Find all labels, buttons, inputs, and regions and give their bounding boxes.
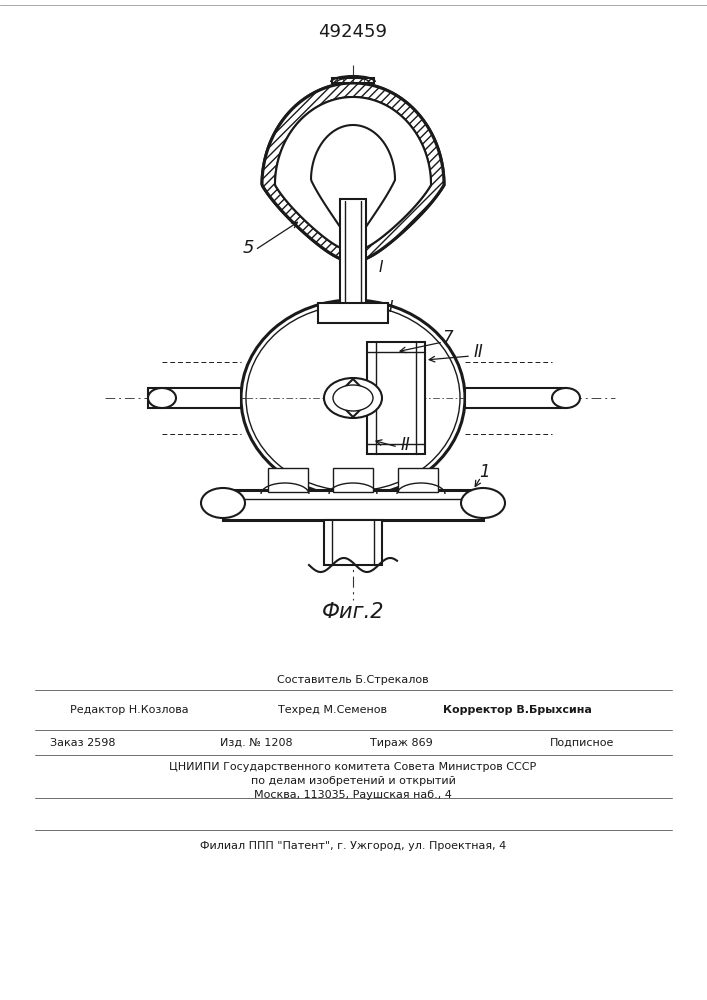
Text: Редактор Н.Козлова: Редактор Н.Козлова bbox=[70, 705, 189, 715]
Polygon shape bbox=[340, 199, 366, 318]
Text: 1: 1 bbox=[479, 463, 491, 481]
Polygon shape bbox=[318, 303, 388, 323]
Polygon shape bbox=[332, 78, 374, 83]
Text: I: I bbox=[389, 300, 393, 316]
Polygon shape bbox=[268, 468, 308, 492]
Polygon shape bbox=[311, 125, 395, 242]
Polygon shape bbox=[333, 468, 373, 492]
Ellipse shape bbox=[324, 378, 382, 418]
Ellipse shape bbox=[148, 388, 176, 408]
Text: Техред М.Семенов: Техред М.Семенов bbox=[279, 705, 387, 715]
Polygon shape bbox=[223, 490, 483, 520]
Text: II: II bbox=[473, 343, 483, 361]
Text: Изд. № 1208: Изд. № 1208 bbox=[220, 738, 293, 748]
Polygon shape bbox=[275, 97, 431, 251]
Polygon shape bbox=[465, 388, 566, 408]
Ellipse shape bbox=[461, 488, 505, 518]
Text: ЦНИИПИ Государственного комитета Совета Министров СССР: ЦНИИПИ Государственного комитета Совета … bbox=[170, 762, 537, 772]
Polygon shape bbox=[262, 83, 444, 261]
Text: I: I bbox=[379, 259, 383, 274]
Text: 7: 7 bbox=[443, 329, 453, 347]
Ellipse shape bbox=[241, 300, 465, 496]
Text: Составитель Б.Стрекалов: Составитель Б.Стрекалов bbox=[277, 675, 429, 685]
Text: 5: 5 bbox=[243, 239, 254, 257]
Text: Корректор В.Брыхсина: Корректор В.Брыхсина bbox=[443, 705, 592, 715]
Ellipse shape bbox=[201, 488, 245, 518]
Polygon shape bbox=[262, 83, 444, 261]
Ellipse shape bbox=[333, 385, 373, 411]
Text: Москва, 113035, Раушская наб., 4: Москва, 113035, Раушская наб., 4 bbox=[254, 790, 452, 800]
Ellipse shape bbox=[552, 388, 580, 408]
Text: Заказ 2598: Заказ 2598 bbox=[50, 738, 115, 748]
Polygon shape bbox=[148, 388, 241, 408]
Text: II: II bbox=[400, 436, 410, 454]
Polygon shape bbox=[334, 379, 372, 417]
Text: 492459: 492459 bbox=[318, 23, 387, 41]
Polygon shape bbox=[275, 97, 431, 251]
Text: Филиал ППП "Патент", г. Ужгород, ул. Проектная, 4: Филиал ППП "Патент", г. Ужгород, ул. Про… bbox=[200, 841, 506, 851]
Ellipse shape bbox=[246, 305, 460, 491]
Polygon shape bbox=[367, 342, 425, 454]
Text: по делам изобретений и открытий: по делам изобретений и открытий bbox=[250, 776, 455, 786]
Text: Подписное: Подписное bbox=[550, 738, 614, 748]
Text: Тираж 869: Тираж 869 bbox=[370, 738, 433, 748]
Polygon shape bbox=[398, 468, 438, 492]
Polygon shape bbox=[324, 520, 382, 565]
Text: Фиг.2: Фиг.2 bbox=[322, 602, 384, 622]
